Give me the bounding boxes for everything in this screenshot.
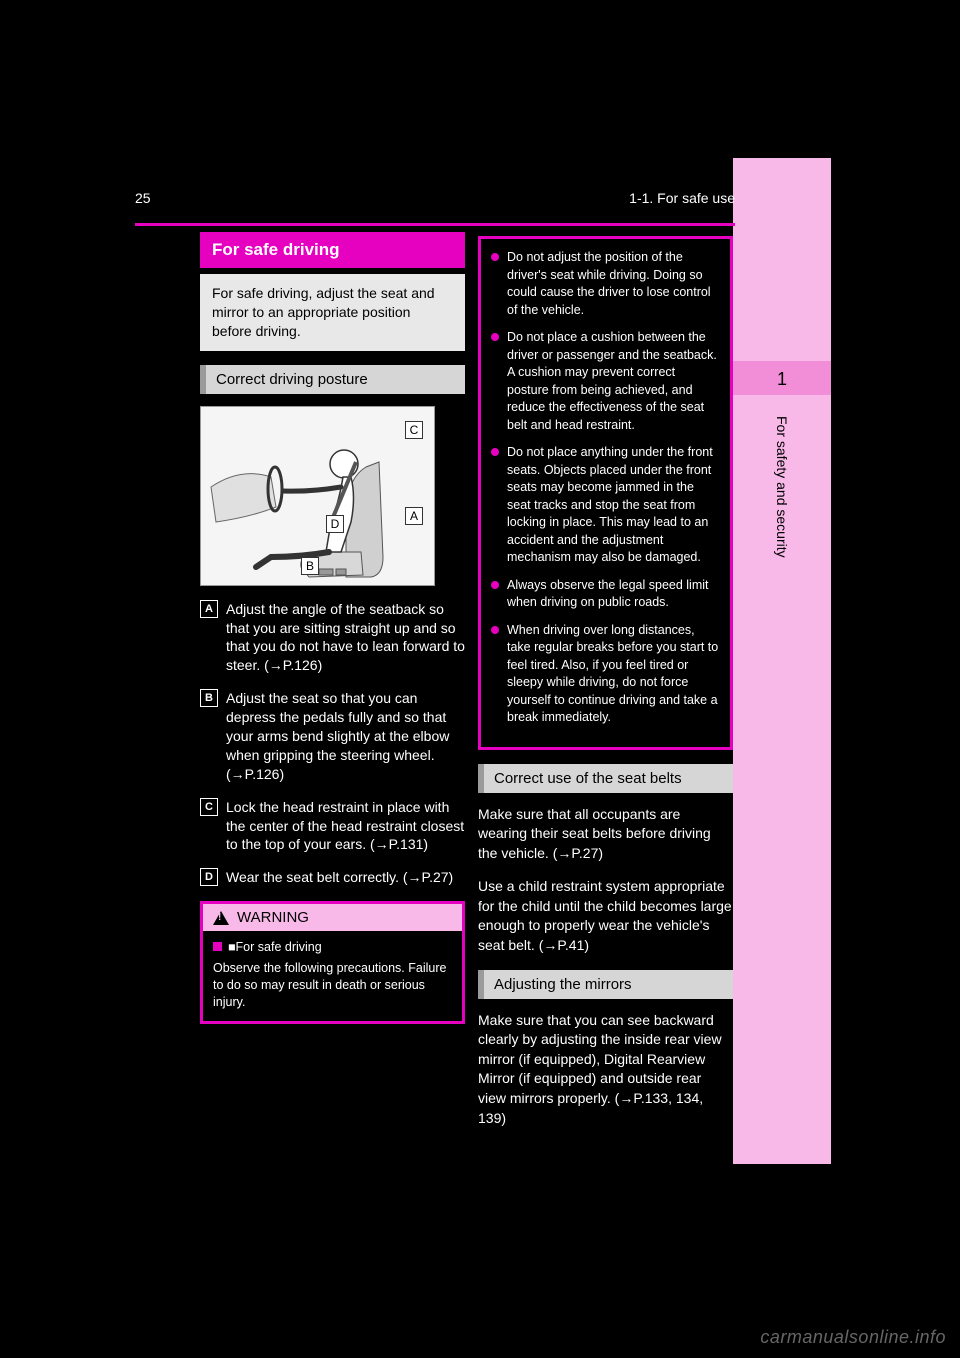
figure-callout-a: A	[405, 507, 423, 525]
section-title: For safe driving	[200, 232, 465, 268]
legend-text-a: Adjust the angle of the seatback so that…	[226, 600, 465, 676]
legend-label-c: C	[200, 798, 218, 816]
warning-bullet: Do not place a cushion between the drive…	[491, 329, 720, 434]
legend-row-d: D Wear the seat belt correctly. (→P.27)	[200, 868, 465, 887]
header-breadcrumb: 1-1. For safe use	[629, 190, 735, 206]
mirrors-heading: Adjusting the mirrors	[478, 970, 733, 999]
legend-row-a: A Adjust the angle of the seatback so th…	[200, 600, 465, 676]
legend-label-d: D	[200, 868, 218, 886]
warning-bullet: Always observe the legal speed limit whe…	[491, 577, 720, 612]
left-column: For safe driving For safe driving, adjus…	[200, 232, 465, 1024]
warning-icon	[213, 911, 229, 925]
seatbelts-para-1: Make sure that all occupants are wearing…	[478, 805, 733, 864]
warning-bullet: Do not place anything under the front se…	[491, 444, 720, 567]
warning-label: WARNING	[237, 909, 309, 926]
legend-label-a: A	[200, 600, 218, 618]
warning-bullet: When driving over long distances, take r…	[491, 622, 720, 727]
watermark: carmanualsonline.info	[760, 1327, 946, 1348]
warning-intro-text: Observe the following precautions. Failu…	[213, 960, 452, 1011]
legend-text-c: Lock the head restraint in place with th…	[226, 798, 465, 855]
legend-row-c: C Lock the head restraint in place with …	[200, 798, 465, 855]
figure-callout-c: C	[405, 421, 423, 439]
warning-bullet-list: Do not adjust the position of the driver…	[491, 249, 720, 727]
warning-header: WARNING	[203, 904, 462, 931]
warning-square-icon	[213, 942, 222, 951]
mirrors-para: Make sure that you can see backward clea…	[478, 1011, 733, 1129]
legend-text-d: Wear the seat belt correctly. (→P.27)	[226, 868, 465, 887]
page-header: 25 1-1. For safe use	[135, 190, 735, 206]
section-intro: For safe driving, adjust the seat and mi…	[200, 274, 465, 351]
side-chapter-tab: 1 For safety and security	[733, 158, 831, 1164]
chapter-title: For safety and security	[774, 416, 790, 558]
warning-box-head: WARNING ■For safe driving Observe the fo…	[200, 901, 465, 1024]
seatbelts-heading: Correct use of the seat belts	[478, 764, 733, 793]
seatbelts-para-2: Use a child restraint system appropriate…	[478, 877, 733, 955]
accent-rule	[135, 223, 735, 226]
warning-heading-text: ■For safe driving	[228, 940, 322, 954]
figure-callout-d: D	[326, 515, 344, 533]
posture-heading: Correct driving posture	[200, 365, 465, 394]
posture-figure: C A D B	[200, 406, 435, 586]
warning-intro-body: ■For safe driving Observe the following …	[203, 931, 462, 1021]
legend-label-b: B	[200, 689, 218, 707]
warning-box-bullets: Do not adjust the position of the driver…	[478, 236, 733, 750]
right-column: Do not adjust the position of the driver…	[478, 232, 733, 1142]
warning-bullet: Do not adjust the position of the driver…	[491, 249, 720, 319]
legend-row-b: B Adjust the seat so that you can depres…	[200, 689, 465, 783]
chapter-number: 1	[733, 369, 831, 390]
page-number: 25	[135, 190, 151, 206]
figure-callout-b: B	[301, 557, 319, 575]
legend-text-b: Adjust the seat so that you can depress …	[226, 689, 465, 783]
